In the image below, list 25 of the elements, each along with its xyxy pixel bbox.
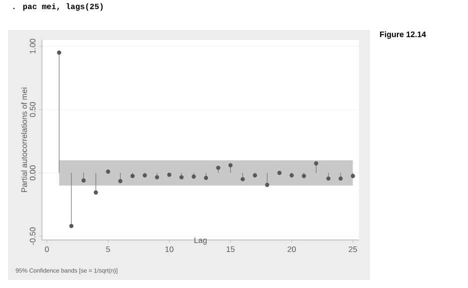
point [314, 161, 318, 166]
point [82, 178, 86, 183]
point [130, 174, 135, 178]
point [167, 172, 172, 177]
point [179, 175, 184, 180]
point [57, 50, 62, 55]
point [118, 178, 122, 184]
point [338, 176, 343, 181]
point [106, 169, 110, 174]
point [252, 173, 258, 178]
point [277, 170, 282, 175]
point [265, 182, 270, 187]
point [302, 174, 306, 178]
point [350, 174, 355, 178]
point [290, 173, 294, 178]
point [216, 166, 220, 170]
point [154, 175, 160, 180]
point [204, 176, 208, 180]
point [326, 176, 330, 181]
point [228, 163, 233, 168]
point [94, 190, 98, 195]
point [142, 173, 147, 178]
point [69, 224, 74, 228]
point [192, 174, 196, 179]
point [240, 177, 245, 182]
